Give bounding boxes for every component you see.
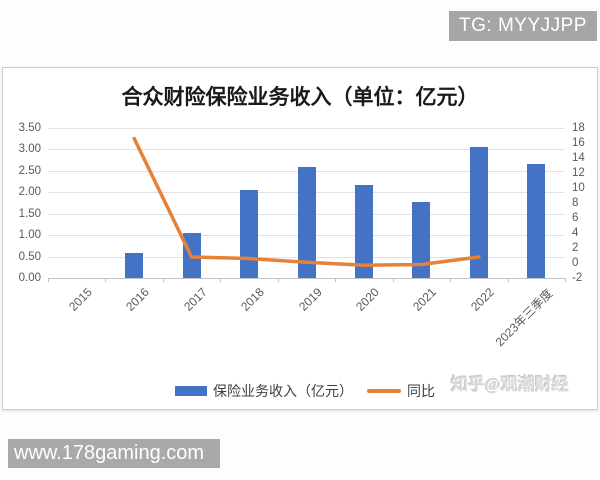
x-axis-tick-mark bbox=[392, 278, 394, 282]
left-axis-tick: 2.50 bbox=[18, 164, 41, 177]
right-axis-tick: 12 bbox=[572, 167, 585, 179]
x-axis-tick-mark bbox=[507, 278, 509, 282]
bar-2020 bbox=[354, 185, 373, 278]
chart-legend: 保险业务收入（亿元） 同比 bbox=[175, 381, 435, 401]
url-bar-text: www.178gaming.com bbox=[14, 442, 205, 464]
right-axis-tick: 2 bbox=[572, 242, 579, 254]
bar-2016 bbox=[125, 253, 144, 278]
x-axis-tick-mark bbox=[105, 278, 107, 282]
url-bar: www.178gaming.com bbox=[8, 439, 220, 468]
right-axis-tick: 10 bbox=[572, 182, 585, 194]
right-axis-tick: 18 bbox=[572, 122, 585, 134]
x-axis-tick-mark bbox=[450, 278, 452, 282]
gridline bbox=[48, 278, 565, 279]
plot-area bbox=[48, 128, 565, 279]
right-axis-tick: 14 bbox=[572, 152, 585, 164]
gridline bbox=[48, 128, 565, 129]
gridline bbox=[48, 149, 565, 151]
telegram-badge-text: TG: MYYJJPP bbox=[459, 15, 587, 36]
legend-line-label: 同比 bbox=[407, 385, 435, 400]
x-axis-tick-mark bbox=[277, 278, 279, 282]
right-axis-tick: 8 bbox=[572, 197, 579, 209]
bar-2018 bbox=[240, 190, 259, 278]
bar-2019 bbox=[297, 166, 316, 278]
yoy-line-series bbox=[132, 136, 481, 268]
chart-panel: 合众财险保险业务收入（单位：亿元） 3.50 3.00 2.50 2.00 1.50 1.… bbox=[2, 67, 598, 410]
right-axis-tick: 6 bbox=[572, 212, 579, 224]
right-axis-tick: 0 bbox=[572, 257, 579, 269]
right-axis-tick: 16 bbox=[572, 137, 585, 149]
watermark-zhihu: 知乎@观潮财经 bbox=[451, 375, 569, 394]
left-axis-tick: 2.00 bbox=[18, 186, 41, 199]
x-axis-tick-mark bbox=[565, 278, 566, 282]
left-axis-tick: 3.50 bbox=[18, 122, 41, 134]
telegram-badge: TG: MYYJJPP bbox=[449, 11, 597, 41]
right-axis-tick: -2 bbox=[572, 272, 583, 284]
legend-line-swatch bbox=[367, 389, 401, 393]
left-axis-tick: 3.00 bbox=[18, 143, 41, 156]
chart-title: 合众财险保险业务收入（单位：亿元） bbox=[121, 85, 479, 109]
legend-bar-label: 保险业务收入（亿元） bbox=[213, 385, 353, 400]
legend-bar-swatch bbox=[175, 386, 207, 396]
x-axis-tick-mark bbox=[335, 278, 337, 282]
left-axis-tick: 0.50 bbox=[18, 250, 41, 263]
x-axis-tick-mark bbox=[220, 278, 222, 282]
x-axis-tick-mark bbox=[48, 278, 49, 282]
bar-2023年三季度 bbox=[527, 164, 546, 278]
bar-2022 bbox=[469, 147, 488, 278]
left-axis-tick: 1.50 bbox=[18, 207, 41, 220]
bar-2021 bbox=[412, 202, 431, 278]
right-axis-tick: 4 bbox=[572, 227, 579, 239]
left-axis-tick: 1.00 bbox=[18, 229, 41, 242]
left-axis-tick: 0.00 bbox=[18, 272, 41, 284]
x-axis-tick-mark bbox=[162, 278, 164, 282]
